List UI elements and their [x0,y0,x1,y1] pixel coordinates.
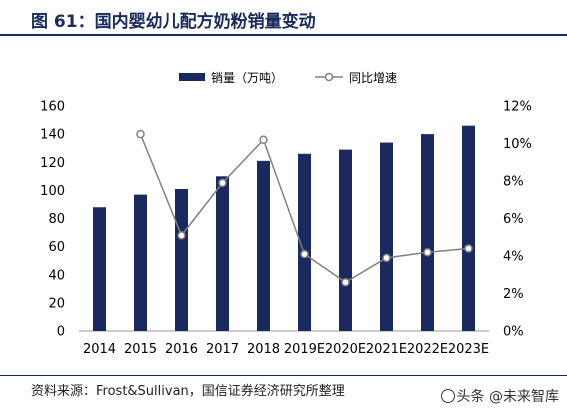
bar [462,125,475,331]
y-left-tick-label: 80 [48,212,65,227]
bar [339,149,352,331]
y-left-tick-label: 60 [48,240,65,255]
x-tick-label: 2022E [407,342,448,357]
bar [216,176,229,331]
y-left-tick-label: 0 [57,325,65,340]
x-tick-label: 2021E [366,342,407,357]
growth-point [464,244,473,253]
growth-point [382,253,391,263]
y-right-tick-label: 6% [503,212,524,227]
x-tick-label: 2020E [325,342,366,357]
watermark-icon [440,389,455,403]
legend-bar-label: 销量（万吨） [211,71,283,85]
growth-point [259,135,268,144]
combo-chart: 销量（万吨） 同比增速 0 20 40 60 80 100 120 140 160 0% 2% 4% 6… [40,71,532,358]
x-tick-label: 2015 [124,342,157,357]
bar [93,207,106,331]
watermark: 头条 @未来智库 [440,386,559,406]
growth-point [177,231,186,240]
y-left-tick-label: 40 [48,268,65,283]
x-tick-label: 2014 [83,342,116,357]
growth-point [341,278,350,287]
bar [257,160,270,331]
y-right-tick-label: 4% [503,250,524,265]
growth-point [423,248,432,257]
line-series [136,129,473,287]
growth-point [218,178,227,188]
bar [421,134,434,331]
legend-line-marker [324,72,334,82]
y-left-tick-label: 140 [40,128,65,143]
x-tick-label: 2018 [247,342,280,357]
bar [298,153,311,331]
bar [175,188,188,331]
watermark-text: 头条 @未来智库 [456,389,559,405]
x-tick-label: 2023E [448,342,489,357]
y-left-tick-label: 20 [48,296,65,311]
y-left-tick-label: 100 [40,184,65,199]
source-bar: 资料来源：Frost&Sullivan，国信证券经济研究所整理 头条 @未来智库 [0,375,567,415]
y-left-tick-label: 160 [40,100,65,115]
y-left-tick-label: 120 [40,156,65,171]
bar-series [93,125,475,331]
chart-axes: 0 20 40 60 80 100 120 140 160 0% 2% 4% 6% 8% 10% 12% 201… [40,100,532,358]
x-tick-label: 2017 [206,342,239,357]
bar [134,194,147,331]
bar [380,142,393,331]
legend-bar-swatch [179,73,205,81]
y-right-tick-label: 12% [503,100,532,115]
growth-point [300,249,309,259]
y-right-tick-label: 8% [503,175,524,190]
legend-line-label: 同比增速 [349,71,397,85]
source-note: 资料来源：Frost&Sullivan，国信证券经济研究所整理 [31,384,345,399]
x-tick-label: 2016 [165,342,198,357]
title-bar: 图 61：国内婴幼儿配方奶粉销量变动 [0,0,567,36]
y-right-tick-label: 2% [503,287,524,302]
chart-title: 图 61：国内婴幼儿配方奶粉销量变动 [31,12,316,32]
growth-point [136,129,145,139]
y-right-tick-label: 0% [503,325,524,340]
y-right-tick-label: 10% [503,137,532,152]
x-tick-label: 2019E [284,342,325,357]
chart-legend: 销量（万吨） 同比增速 [179,71,397,85]
